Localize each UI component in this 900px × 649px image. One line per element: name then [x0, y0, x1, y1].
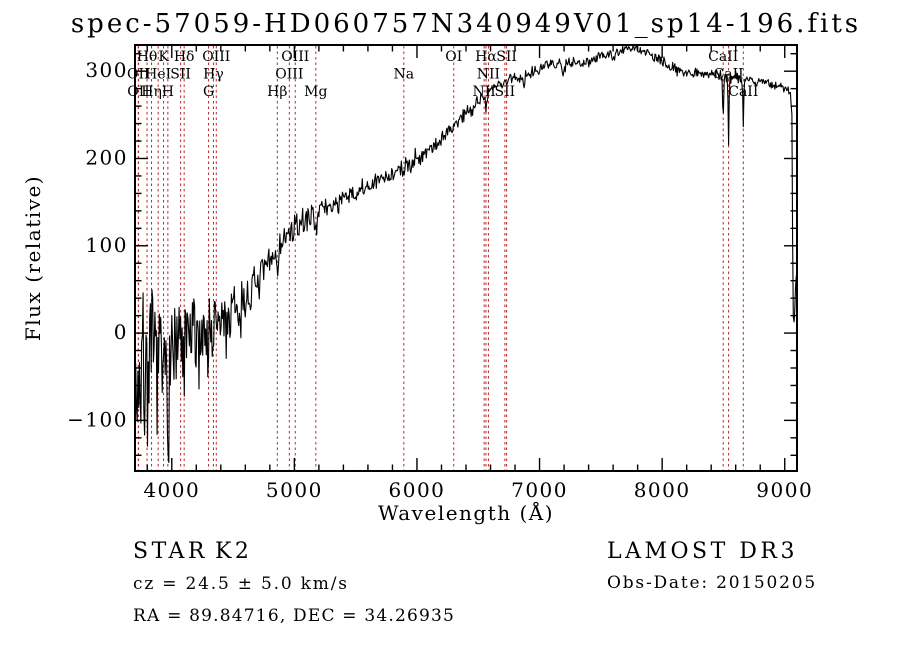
spectral-line-markers — [137, 46, 744, 470]
y-tick-label: 200 — [85, 145, 128, 169]
spectral-line-label: CaII — [728, 84, 758, 100]
spectral-line-label: G — [203, 84, 214, 100]
x-tick-label: 5000 — [266, 478, 323, 502]
class-label: STAR — [133, 539, 208, 564]
spectral-line-label: SII — [170, 67, 191, 83]
plot-title: spec-57059-HD060757N340949V01_sp14-196.f… — [71, 9, 861, 39]
spectral-line-label: Hθ — [137, 49, 158, 65]
x-tick-label: 4000 — [143, 478, 200, 502]
y-tick-label: −100 — [67, 407, 128, 431]
spectral-line-label: H — [162, 84, 174, 100]
obs-date-value: Obs-Date: 20150205 — [607, 573, 817, 593]
spectral-line-label: Hη — [141, 84, 162, 100]
y-axis-label: Flux (relative) — [21, 175, 45, 341]
spectral-line-label: Hβ — [267, 84, 287, 100]
plot-frame — [134, 44, 798, 472]
spectral-line-label: Hγ — [203, 67, 224, 83]
y-tick-label: 300 — [85, 58, 128, 82]
spectral-line-label: OI — [445, 49, 462, 65]
spectral-line-label: K — [158, 49, 169, 65]
axis-tick-labels: 4000 5000 6000 7000 8000 9000 −100 0 100 200 300 — [67, 58, 813, 502]
spectrum-trace — [135, 45, 797, 464]
survey-label: LAMOST DR3 — [607, 539, 798, 564]
spectral-line-label: HeI — [145, 67, 171, 83]
x-tick-label: 6000 — [389, 478, 446, 502]
spectral-line-label: SII — [496, 49, 517, 65]
x-tick-label: 7000 — [511, 478, 568, 502]
spectral-line-label: NII — [472, 84, 495, 100]
x-tick-label: 8000 — [634, 478, 691, 502]
spectral-line-label: Hδ — [174, 49, 195, 65]
spectral-line-label: Na — [394, 67, 415, 83]
spectral-line-label: CaII — [708, 49, 738, 65]
x-axis-label: Wavelength (Å) — [378, 500, 554, 525]
y-tick-label: 0 — [114, 320, 128, 344]
spectral-line-label: OII — [127, 84, 150, 100]
spectral-line-label: NII — [477, 67, 500, 83]
axis-ticks — [135, 45, 797, 471]
y-tick-label: 100 — [85, 233, 128, 257]
cz-value: cz = 24.5 ± 5.0 km/s — [133, 574, 349, 594]
ra-dec-value: RA = 89.84716, DEC = 34.26935 — [133, 606, 455, 626]
spectral-line-label: OIII — [202, 49, 230, 65]
spectral-line-label: OIII — [281, 49, 309, 65]
spectral-line-label: SII — [495, 84, 516, 100]
spectral-line-label: Mg — [304, 84, 327, 100]
spectral-line-label: OIII — [275, 67, 303, 83]
spectral-line-labels: OIIOIIHθHηHeIKHSIIHδGHγOIIIHβOIIIOIIIMgN… — [127, 49, 758, 100]
spectral-line-label: Hα — [475, 49, 497, 65]
subclass-label: K2 — [215, 539, 252, 564]
x-tick-label: 9000 — [756, 478, 813, 502]
